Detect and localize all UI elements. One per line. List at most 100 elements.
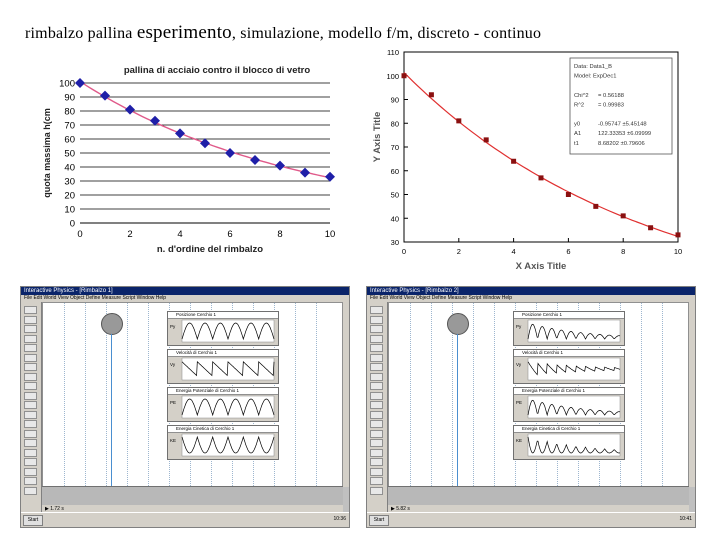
tool-button[interactable] [370,372,383,381]
x-tick-label: 0 [402,247,406,256]
meter-trace-group [527,361,621,376]
tool-button[interactable] [370,306,383,314]
tool-button[interactable] [370,391,383,400]
meter-trace-group [181,435,275,454]
playback-bar[interactable]: ▶ 1.72 s [42,505,343,513]
tool-button[interactable] [24,372,37,381]
floor-block [42,486,343,505]
tool-button[interactable] [24,391,37,400]
tool-palette[interactable] [367,302,388,513]
tool-button[interactable] [24,306,37,314]
tool-button[interactable] [24,410,37,419]
start-button[interactable]: Start [23,515,43,526]
tool-button[interactable] [370,410,383,419]
tool-button[interactable] [370,429,383,438]
meter-3[interactable]: Energia Potenziale di Cerchio 1 PE [167,387,279,422]
meter-2[interactable]: Velocità di Cerchio 1 Vy [513,349,625,384]
tool-button[interactable] [370,458,383,466]
ball[interactable] [447,313,469,335]
fit-results-value: = 0.56188 [598,93,624,99]
tool-button[interactable] [24,467,37,476]
meter-trace [181,435,275,454]
tool-button[interactable] [370,486,383,495]
meter-1[interactable]: Posizione Cerchio 1 Py [513,311,625,346]
grid-line [316,303,317,486]
meter-plot-area [181,319,275,343]
fit-results-label: y0 [574,122,580,128]
meter-trace-group [527,323,621,341]
tool-button[interactable] [370,448,383,457]
tool-button[interactable] [370,325,383,333]
data-point [456,118,462,124]
y-tick-label: 50 [64,149,75,160]
tool-button[interactable] [370,363,383,371]
tool-button[interactable] [24,353,37,362]
taskbar: Start 10:41 [367,512,695,527]
meter-plot-area [527,357,621,381]
window-menubar[interactable]: File Edit World View Object Define Measu… [367,295,695,302]
window-menubar[interactable]: File Edit World View Object Define Measu… [21,295,349,302]
tool-button[interactable] [24,448,37,457]
tool-button[interactable] [370,477,383,485]
tool-button[interactable] [24,382,37,390]
simulation-window-left[interactable]: Interactive Physics - [Rimbalzo 1] File … [20,286,350,528]
meter-plot-area [181,433,275,457]
meter-2[interactable]: Velocità di Cerchio 1 Vy [167,349,279,384]
tool-button[interactable] [370,401,383,409]
meter-axis-label: PE [516,400,522,405]
tool-button[interactable] [24,344,37,352]
x-tick-label: 6 [227,229,232,240]
fit-results-value: 8.68202 ±0.79606 [598,141,645,147]
tool-button[interactable] [24,325,37,333]
fit-results-label: Model: ExpDec1 [574,74,617,80]
tool-button[interactable] [24,429,37,438]
data-point [675,232,681,238]
grid-line [410,303,411,486]
meter-4[interactable]: Energia Cinetica di Cerchio 1 KE [513,425,625,460]
window-titlebar: Interactive Physics - [Rimbalzo 2] [367,287,695,295]
y-tick-label: 60 [391,167,399,176]
tool-button[interactable] [370,439,383,447]
tool-button[interactable] [370,344,383,352]
data-point [275,160,285,171]
y-tick-label: 20 [64,191,75,202]
meter-1[interactable]: Posizione Cerchio 1 Py [167,311,279,346]
x-tick-label: 4 [512,247,516,256]
data-point [511,158,517,164]
grid-line [106,303,107,486]
tool-button[interactable] [24,486,37,495]
simulation-window-right[interactable]: Interactive Physics - [Rimbalzo 2] File … [366,286,696,528]
meter-graph: PE [516,395,621,419]
vertical-scrollbar[interactable] [343,302,349,487]
tool-button[interactable] [24,458,37,466]
trajectory-line [111,334,112,486]
meter-axis-label: Vy [516,362,522,367]
tool-button[interactable] [370,382,383,390]
ball[interactable] [101,313,123,335]
tool-button[interactable] [370,334,383,343]
tool-button[interactable] [24,477,37,485]
tool-button[interactable] [24,420,37,428]
tool-button[interactable] [370,315,383,324]
tool-button[interactable] [24,315,37,324]
tool-button[interactable] [24,401,37,409]
data-point [401,73,407,79]
tool-palette[interactable] [21,302,42,513]
meter-title: Energia Potenziale di Cerchio 1 [168,388,278,395]
tool-button[interactable] [370,353,383,362]
x-tick-label: 6 [566,247,570,256]
meter-4[interactable]: Energia Cinetica di Cerchio 1 KE [167,425,279,460]
tool-button[interactable] [24,363,37,371]
meter-3[interactable]: Energia Potenziale di Cerchio 1 PE [513,387,625,422]
start-button[interactable]: Start [369,515,389,526]
tool-button[interactable] [370,467,383,476]
grid-line [85,303,86,486]
tool-button[interactable] [24,334,37,343]
y-tick-label: 70 [391,143,399,152]
slide-title-experiment: esperimento [136,22,232,43]
tool-button[interactable] [370,420,383,428]
playback-bar[interactable]: ▶ 5.82 s [388,505,689,513]
vertical-scrollbar[interactable] [689,302,695,487]
tool-button[interactable] [24,439,37,447]
fit-results-label: R^2 [574,102,584,108]
